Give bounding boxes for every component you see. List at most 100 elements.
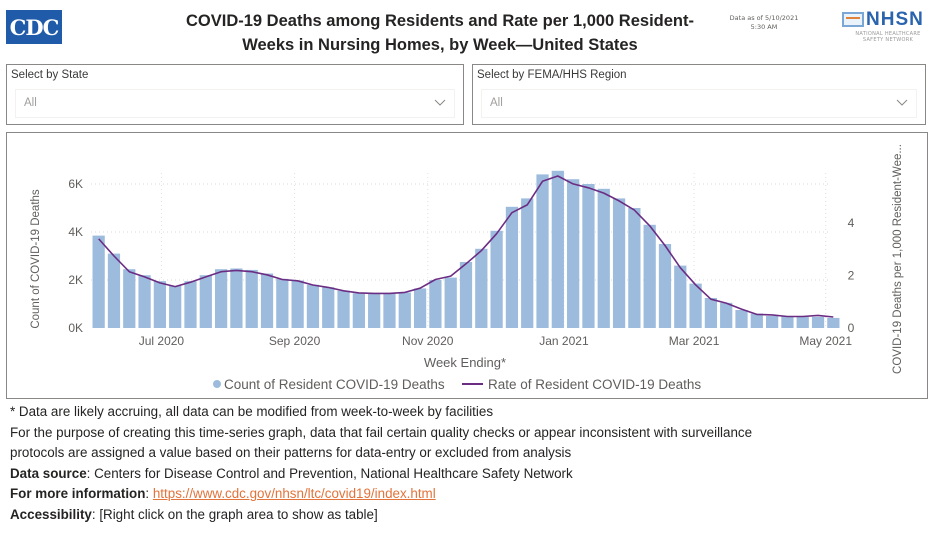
region-dropdown[interactable]: All [481, 89, 917, 118]
bar[interactable] [107, 253, 121, 328]
bar[interactable] [337, 290, 350, 328]
data-as-of-time: 5:30 AM [750, 23, 778, 31]
bar[interactable] [750, 313, 763, 328]
legend-label-rate: Rate of Resident COVID-19 Deaths [488, 377, 701, 392]
bar[interactable] [291, 280, 304, 328]
bar[interactable] [567, 179, 580, 328]
chevron-down-icon[interactable] [896, 96, 908, 108]
nhsn-subtitle-line-1: NATIONAL HEALTHCARE [855, 31, 921, 37]
data-as-of-date: Data as of 5/10/2021 [729, 14, 799, 22]
bar[interactable] [260, 273, 274, 328]
bar[interactable] [123, 269, 136, 328]
nhsn-subtitle: NATIONAL HEALTHCARE SAFETY NETWORK [840, 31, 936, 43]
y2-axis-title: COVID-19 Deaths per 1,000 Resident-Wee..… [892, 144, 904, 374]
accessibility-label: Accessibility [10, 506, 92, 522]
page-title: COVID-19 Deaths among Residents and Rate… [150, 9, 730, 57]
data-source: Data source: Centers for Disease Control… [10, 464, 930, 485]
bar[interactable] [735, 310, 748, 328]
bar[interactable] [597, 188, 610, 328]
bar[interactable] [658, 244, 672, 328]
bar[interactable] [322, 287, 335, 328]
bar[interactable] [521, 198, 534, 328]
bar[interactable] [383, 293, 396, 328]
bar[interactable] [475, 248, 488, 328]
bar[interactable] [429, 280, 442, 328]
bar[interactable] [796, 316, 809, 328]
methodology-note-1: For the purpose of creating this time-se… [10, 424, 753, 440]
combo-chart[interactable]: 0K 2K 4K 6K 0 2 4 Jul 2020 Sep 2020 Nov 2020 Jan… [7, 133, 929, 400]
rate-line[interactable] [98, 175, 834, 318]
x-tick-label: Nov 2020 [402, 334, 454, 348]
bar[interactable] [138, 275, 151, 328]
bar[interactable] [169, 286, 182, 328]
y-tick-label: 6K [68, 177, 83, 191]
y-tick-label: 2K [68, 273, 83, 287]
bar[interactable] [214, 269, 228, 328]
x-tick-label: Sep 2020 [269, 334, 321, 348]
bar[interactable] [92, 235, 105, 328]
bar[interactable] [444, 277, 457, 328]
nhsn-subtitle-line-2: SAFETY NETWORK [862, 37, 914, 43]
gridlines [91, 173, 831, 328]
bar[interactable] [811, 316, 825, 328]
x-tick-label: May 2021 [799, 334, 852, 348]
bar[interactable] [628, 208, 641, 328]
cdc-logo: CDC [6, 10, 62, 44]
y-axis-left: 0K 2K 4K 6K [68, 177, 83, 335]
x-tick-label: Mar 2021 [669, 334, 720, 348]
accessibility-text: : [Right click on the graph area to show… [91, 506, 378, 522]
bar[interactable] [490, 230, 503, 328]
bar[interactable] [276, 278, 289, 328]
chevron-down-icon[interactable] [434, 96, 446, 108]
bar[interactable] [368, 293, 381, 328]
state-slicer: Select by State All [6, 64, 464, 125]
bar[interactable] [781, 316, 794, 328]
bar[interactable] [184, 281, 197, 328]
bar[interactable] [153, 281, 166, 328]
bar[interactable] [766, 316, 779, 328]
bar[interactable] [674, 265, 687, 328]
bar[interactable] [827, 317, 840, 328]
x-axis: Jul 2020 Sep 2020 Nov 2020 Jan 2021 Mar 2021… [139, 334, 853, 348]
bar[interactable] [536, 174, 549, 328]
x-tick-label: Jan 2021 [539, 334, 589, 348]
y2-tick-label: 4 [848, 216, 855, 230]
methodology-note-2: protocols are assigned a value based on … [10, 445, 572, 460]
accruing-note: * Data are likely accruing, all data can… [10, 404, 494, 419]
y2-tick-label: 0 [848, 321, 855, 335]
nhsn-logo: NHSN NATIONAL HEALTHCARE SAFETY NETWORK [840, 9, 936, 46]
bar[interactable] [643, 224, 656, 328]
more-info-label: For more information [10, 486, 146, 501]
more-info: For more information: https://www.cdc.go… [10, 484, 930, 505]
bar[interactable] [505, 206, 519, 328]
bar[interactable] [459, 262, 473, 328]
state-dropdown[interactable]: All [15, 89, 455, 118]
bar[interactable] [398, 292, 411, 328]
more-info-separator: : [145, 486, 153, 501]
region-dropdown-value: All [490, 97, 503, 109]
y-tick-label: 0K [68, 321, 83, 335]
bar[interactable] [306, 284, 320, 328]
bar[interactable] [551, 170, 564, 328]
bar[interactable] [720, 302, 733, 328]
bar[interactable] [704, 298, 718, 328]
state-dropdown-value: All [24, 97, 37, 109]
bar[interactable] [352, 293, 365, 328]
data-source-text: : Centers for Disease Control and Preven… [86, 465, 573, 481]
bar[interactable] [582, 184, 595, 328]
legend: Count of Resident COVID-19 Deaths Rate o… [213, 377, 701, 392]
monitor-icon [842, 12, 864, 27]
nhsn-wordmark: NHSN [866, 9, 924, 30]
region-slicer: Select by FEMA/HHS Region All [472, 64, 926, 125]
bar[interactable] [612, 198, 626, 328]
legend-label-count: Count of Resident COVID-19 Deaths [224, 377, 445, 392]
chart-container[interactable]: 0K 2K 4K 6K 0 2 4 Jul 2020 Sep 2020 Nov 2020 Jan… [6, 132, 928, 399]
bar[interactable] [199, 275, 212, 328]
data-as-of: Data as of 5/10/2021 5:30 AM [726, 14, 802, 32]
legend-marker-count [213, 380, 221, 388]
bar[interactable] [413, 288, 427, 328]
bar[interactable] [230, 268, 243, 328]
bar[interactable] [245, 269, 258, 328]
more-info-link[interactable]: https://www.cdc.gov/nhsn/ltc/covid19/ind… [152, 486, 436, 501]
bar[interactable] [689, 283, 702, 328]
